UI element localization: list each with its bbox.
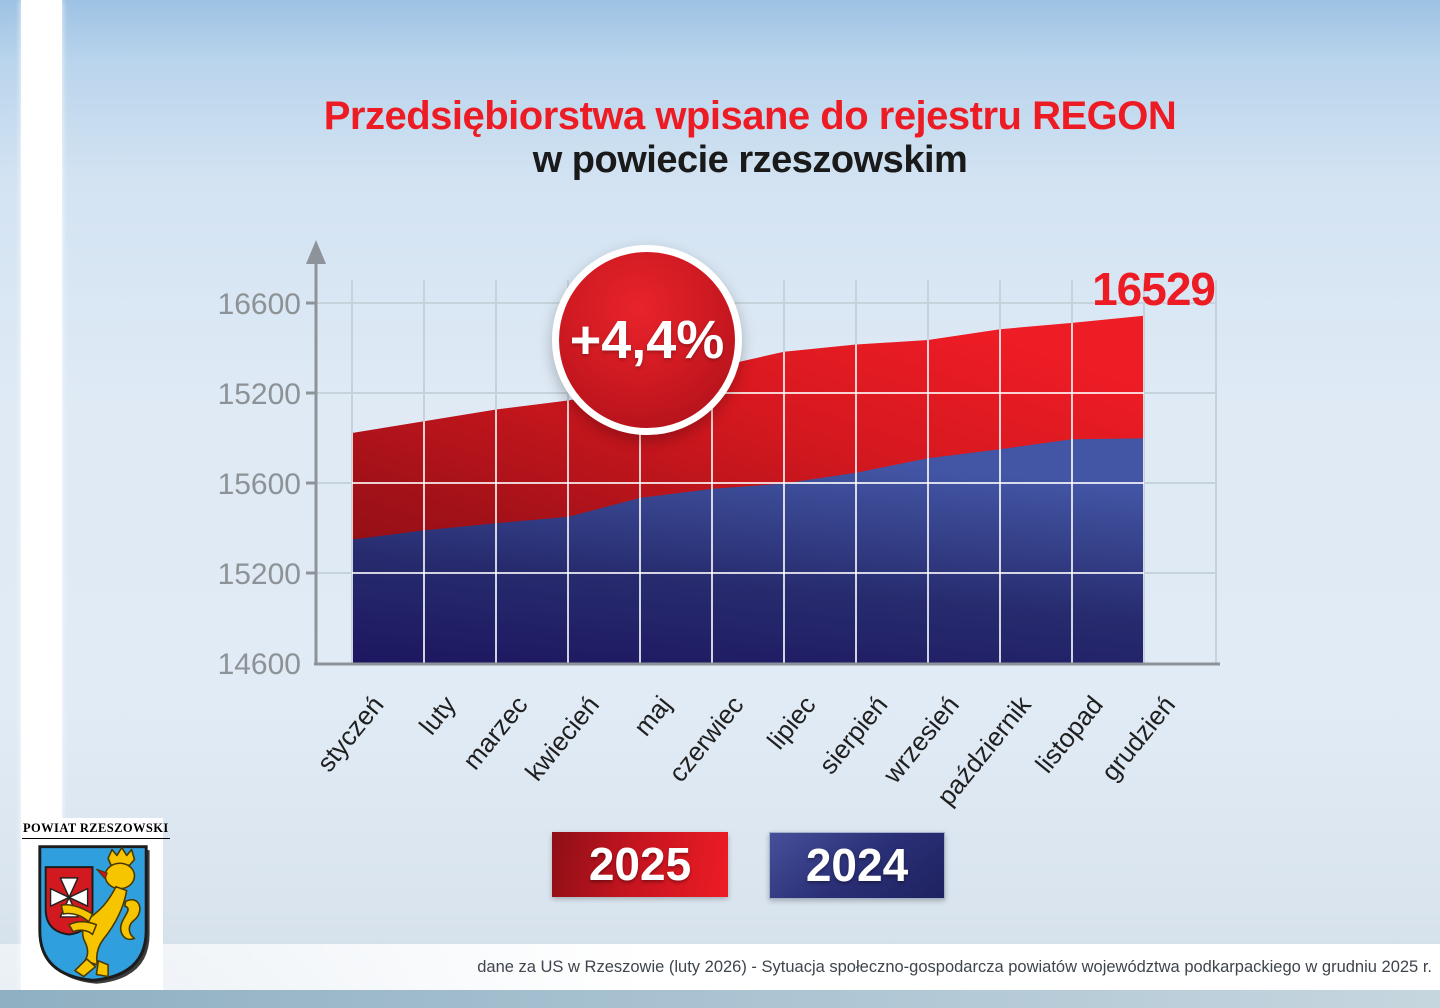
title-line-2: w powiecie rzeszowskim <box>532 139 968 182</box>
y-axis-label: 15600 <box>218 468 301 501</box>
y-axis-label: 16600 <box>218 288 301 321</box>
coat-of-arms-icon <box>37 845 150 984</box>
y-axis-label: 15200 <box>218 378 301 411</box>
chart-title: Przedsiębiorstwa wpisane do rejestru REG… <box>60 94 1440 182</box>
legend-item-2024: 2024 <box>769 832 945 899</box>
logo-caption: POWIAT RZESZOWSKI <box>22 821 170 839</box>
y-axis-label: 15200 <box>218 558 301 591</box>
y-axis-arrow-icon <box>306 240 326 264</box>
growth-badge-label: +4,4% <box>569 310 725 370</box>
y-axis-label: 14600 <box>218 648 301 681</box>
y-axis-tick-labels: 16600 15200 15600 15200 14600 <box>218 288 301 681</box>
axes <box>306 258 1220 666</box>
data-source-note: dane za US w Rzeszowie (luty 2026) - Syt… <box>477 958 1432 976</box>
growth-badge: +4,4% <box>552 245 742 435</box>
legend-item-2025: 2025 <box>552 832 728 897</box>
footer-band: dane za US w Rzeszowie (luty 2026) - Syt… <box>0 944 1440 990</box>
area-series-2024 <box>352 438 1144 664</box>
december-value-annotation: 16529 <box>1092 263 1216 315</box>
powiat-logo: POWIAT RZESZOWSKI <box>22 818 170 990</box>
bottom-color-strip <box>0 990 1440 1008</box>
title-line-1: Przedsiębiorstwa wpisane do rejestru REG… <box>323 94 1177 138</box>
